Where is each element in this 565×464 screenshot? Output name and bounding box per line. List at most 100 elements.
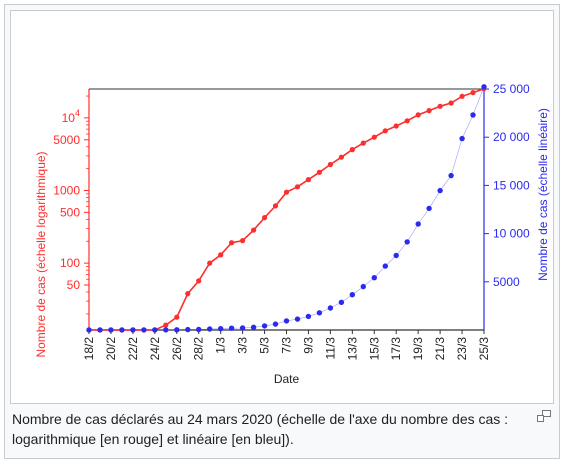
log-series-point: [207, 260, 213, 266]
log-series-point: [163, 322, 169, 328]
x-axis-tick-label: 23/3: [455, 337, 469, 361]
linear-series-point: [349, 292, 355, 298]
right-axis-tick-label: 25 000: [493, 82, 530, 96]
x-axis-tick-label: 9/3: [301, 337, 315, 354]
x-axis-tick-label: 17/3: [389, 337, 403, 361]
linear-series-point: [174, 327, 180, 333]
log-series-line: [89, 87, 485, 331]
right-axis-title: Nombre de cas (échelle linéaire): [536, 108, 550, 281]
linear-series-point: [360, 283, 366, 290]
log-series-point: [448, 100, 454, 106]
log-series-point: [283, 189, 290, 195]
log-series-point: [240, 238, 246, 244]
figure-thumbnail: 50 100 500 1000 5000 104 5000 10 000 15 000 20 00…: [4, 4, 560, 459]
magnify-clip-icon[interactable]: [537, 410, 551, 422]
linear-series-point: [196, 326, 202, 333]
log-series-point: [185, 291, 191, 297]
x-axis-tick-label: 11/3: [323, 337, 337, 360]
linear-series-point: [294, 316, 301, 322]
linear-series-point: [97, 327, 103, 333]
left-axis-title: Nombre de cas (échelle logarithmique): [34, 151, 48, 357]
log-series-point: [404, 118, 410, 124]
log-series-point: [316, 169, 322, 175]
x-axis-tick-label: 18/2: [82, 337, 96, 361]
linear-series-point: [470, 112, 476, 118]
log-series-point: [459, 93, 465, 99]
figure-caption: Nombre de cas déclarés au 24 mars 2020 (…: [12, 411, 509, 447]
log-series-point: [415, 112, 421, 118]
log-series-point: [305, 177, 311, 183]
linear-series-point: [152, 327, 158, 333]
log-series-point: [360, 140, 366, 146]
x-axis-tick-label: 13/3: [345, 337, 359, 361]
linear-series-point: [459, 135, 465, 142]
log-series-point: [272, 203, 279, 209]
left-axis-tick-label: 104: [62, 108, 80, 125]
log-series-point: [174, 314, 180, 320]
linear-series-point: [415, 221, 421, 227]
linear-series-point: [130, 327, 136, 333]
log-series-point: [426, 108, 432, 114]
log-series-point: [262, 215, 268, 221]
x-axis-tick-label: 19/3: [411, 337, 425, 361]
log-series-point: [393, 123, 399, 129]
log-series-point: [196, 278, 202, 284]
log-series-point: [338, 154, 344, 160]
left-axis-tick-label: 50: [67, 278, 81, 292]
x-axis-tick-label: 15/3: [367, 337, 381, 361]
log-series-point: [294, 184, 301, 190]
linear-series-point: [163, 327, 169, 333]
linear-series-point: [327, 305, 334, 311]
linear-series-point: [250, 324, 257, 330]
x-axis-tick-label: 3/3: [236, 337, 250, 354]
left-axis-tick-label: 100: [60, 256, 80, 270]
left-axis-tick-label: 500: [60, 205, 80, 219]
log-series-point: [382, 128, 388, 134]
linear-series-point: [404, 239, 410, 245]
linear-series-point: [481, 84, 487, 90]
linear-series-point: [108, 327, 114, 333]
x-axis-tick-label: 7/3: [280, 337, 294, 354]
linear-series-line: [89, 86, 485, 331]
linear-series-point: [426, 205, 432, 212]
x-axis-tick-label: 21/3: [433, 337, 447, 361]
linear-series-point: [86, 327, 92, 333]
linear-series-point: [382, 263, 388, 269]
log-series-point: [229, 240, 235, 246]
chart-image[interactable]: 50 100 500 1000 5000 104 5000 10 000 15 000 20 00…: [10, 10, 554, 404]
left-axis-tick-label: 1000: [53, 184, 80, 198]
x-axis-tick-label: 5/3: [258, 337, 272, 354]
linear-series-point: [228, 325, 235, 331]
linear-series-point: [437, 187, 443, 194]
linear-series-point: [207, 326, 213, 332]
right-axis-tick-label: 20 000: [493, 130, 530, 144]
linear-series-point: [141, 327, 147, 333]
log-series-point: [371, 134, 377, 140]
linear-series-point: [371, 275, 377, 281]
x-axis-tick-label: 1/3: [214, 337, 228, 354]
linear-series-point: [119, 327, 125, 333]
linear-series-point: [393, 252, 399, 259]
linear-series-point: [218, 326, 224, 332]
linear-series-point: [185, 326, 191, 333]
x-axis-tick-label: 26/2: [170, 337, 184, 361]
x-axis-title: Date: [274, 372, 300, 386]
x-axis-tick-label: 28/2: [192, 337, 206, 361]
log-series-point: [327, 161, 333, 168]
x-axis-tick-label: 20/2: [104, 337, 118, 361]
x-axis-tick-label: 24/2: [148, 337, 162, 361]
linear-series-point: [316, 310, 323, 316]
log-series-point: [218, 252, 224, 258]
left-axis-tick-exponent: 4: [75, 108, 80, 118]
linear-series-point: [338, 299, 345, 305]
linear-series-point: [448, 172, 454, 179]
x-axis-tick-label: 25/3: [477, 337, 491, 361]
chart-svg: 50 100 500 1000 5000 104 5000 10 000 15 000 20 00…: [34, 82, 550, 386]
log-series-point: [349, 147, 355, 153]
linear-series-point: [272, 321, 279, 327]
linear-series-point: [305, 313, 312, 320]
right-axis-tick-label: 10 000: [493, 227, 530, 241]
log-series-point: [251, 227, 257, 233]
right-axis-tick-label: 5000: [493, 275, 520, 289]
linear-series-point: [239, 325, 246, 331]
